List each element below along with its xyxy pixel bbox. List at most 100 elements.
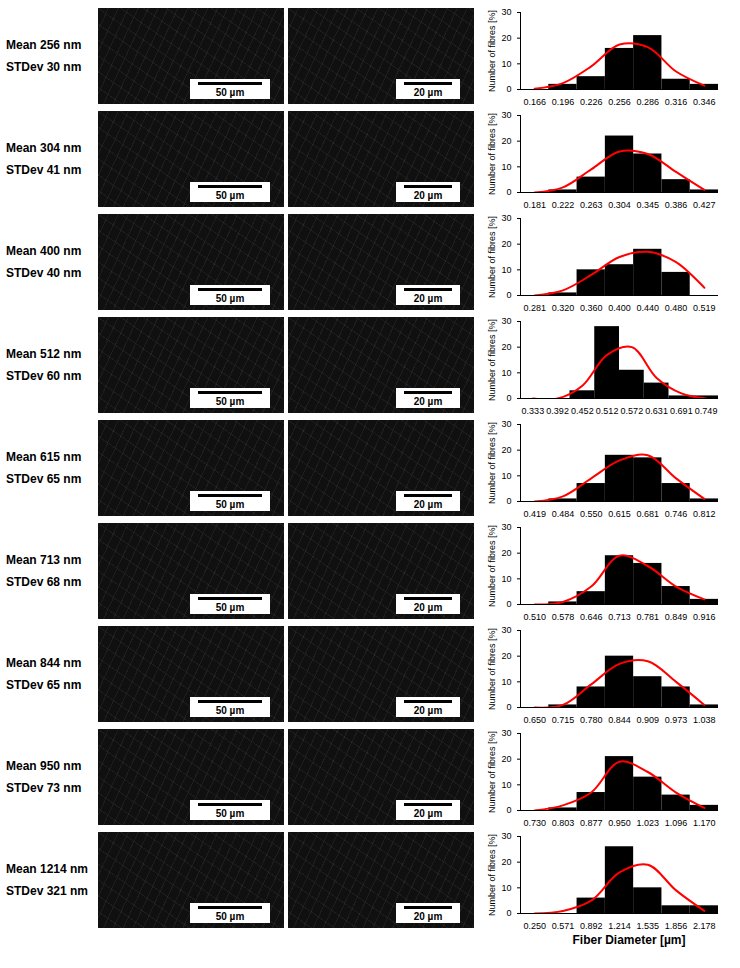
- svg-text:Number of fibres [%]: Number of fibres [%]: [487, 628, 497, 710]
- svg-text:0.646: 0.646: [580, 612, 603, 622]
- svg-text:30: 30: [501, 213, 511, 223]
- svg-text:20: 20: [501, 33, 511, 43]
- svg-text:0.571: 0.571: [552, 921, 575, 931]
- svg-text:0.256: 0.256: [608, 97, 631, 107]
- svg-text:30: 30: [501, 316, 511, 326]
- svg-text:0.631: 0.631: [645, 406, 668, 416]
- svg-text:1.170: 1.170: [693, 818, 716, 828]
- svg-text:0: 0: [506, 805, 511, 815]
- svg-text:0: 0: [506, 702, 511, 712]
- svg-text:0.400: 0.400: [608, 303, 631, 313]
- svg-text:Number of fibres [%]: Number of fibres [%]: [487, 319, 497, 401]
- svg-text:0.281: 0.281: [523, 303, 546, 313]
- svg-text:20: 20: [501, 136, 511, 146]
- svg-text:0.181: 0.181: [523, 200, 546, 210]
- svg-text:20: 20: [501, 651, 511, 661]
- svg-text:0: 0: [506, 187, 511, 197]
- svg-text:0.749: 0.749: [695, 406, 718, 416]
- svg-text:0.781: 0.781: [637, 612, 660, 622]
- svg-text:0.916: 0.916: [693, 612, 716, 622]
- svg-text:0: 0: [506, 908, 511, 918]
- svg-text:0.691: 0.691: [670, 406, 693, 416]
- svg-text:10: 10: [501, 471, 511, 481]
- svg-text:0.250: 0.250: [523, 921, 546, 931]
- svg-text:1.856: 1.856: [665, 921, 688, 931]
- svg-text:Number of fibres [%]: Number of fibres [%]: [487, 834, 497, 916]
- svg-text:0.650: 0.650: [523, 715, 546, 725]
- svg-text:Number of fibres [%]: Number of fibres [%]: [487, 731, 497, 813]
- svg-text:0.427: 0.427: [693, 200, 716, 210]
- svg-text:0.973: 0.973: [665, 715, 688, 725]
- svg-text:0.730: 0.730: [523, 818, 546, 828]
- svg-text:0.316: 0.316: [665, 97, 688, 107]
- svg-text:0.333: 0.333: [522, 406, 545, 416]
- svg-text:0.452: 0.452: [571, 406, 594, 416]
- svg-text:0.484: 0.484: [552, 509, 575, 519]
- svg-text:0.196: 0.196: [552, 97, 575, 107]
- svg-text:0.844: 0.844: [608, 715, 631, 725]
- svg-text:20: 20: [501, 239, 511, 249]
- svg-text:0.892: 0.892: [580, 921, 603, 931]
- svg-text:10: 10: [501, 368, 511, 378]
- svg-text:20: 20: [501, 445, 511, 455]
- svg-text:30: 30: [501, 625, 511, 635]
- svg-text:0.849: 0.849: [665, 612, 688, 622]
- svg-text:10: 10: [501, 677, 511, 687]
- svg-text:0.222: 0.222: [552, 200, 575, 210]
- svg-text:0.346: 0.346: [693, 97, 716, 107]
- svg-text:0.746: 0.746: [665, 509, 688, 519]
- svg-text:0.812: 0.812: [693, 509, 716, 519]
- svg-text:Number of fibres [%]: Number of fibres [%]: [487, 113, 497, 195]
- svg-text:0.572: 0.572: [621, 406, 644, 416]
- svg-text:0.480: 0.480: [665, 303, 688, 313]
- svg-text:1.214: 1.214: [608, 921, 631, 931]
- svg-text:0: 0: [506, 393, 511, 403]
- svg-text:Number of fibres [%]: Number of fibres [%]: [487, 525, 497, 607]
- svg-text:20: 20: [501, 342, 511, 352]
- svg-text:0.950: 0.950: [608, 818, 631, 828]
- svg-text:0.263: 0.263: [580, 200, 603, 210]
- svg-text:1.535: 1.535: [637, 921, 660, 931]
- svg-text:0.803: 0.803: [552, 818, 575, 828]
- svg-text:20: 20: [501, 754, 511, 764]
- svg-text:10: 10: [501, 883, 511, 893]
- svg-text:20: 20: [501, 857, 511, 867]
- svg-text:0.320: 0.320: [552, 303, 575, 313]
- svg-text:10: 10: [501, 162, 511, 172]
- svg-text:30: 30: [501, 7, 511, 17]
- svg-text:0.780: 0.780: [580, 715, 603, 725]
- svg-text:10: 10: [501, 59, 511, 69]
- svg-text:20: 20: [501, 548, 511, 558]
- svg-text:0: 0: [506, 599, 511, 609]
- svg-text:0.304: 0.304: [608, 200, 631, 210]
- svg-text:0.681: 0.681: [637, 509, 660, 519]
- svg-text:10: 10: [501, 265, 511, 275]
- svg-text:0.286: 0.286: [637, 97, 660, 107]
- svg-text:0.550: 0.550: [580, 509, 603, 519]
- svg-text:0.166: 0.166: [523, 97, 546, 107]
- svg-text:10: 10: [501, 574, 511, 584]
- svg-text:1.096: 1.096: [665, 818, 688, 828]
- svg-text:0: 0: [506, 496, 511, 506]
- svg-text:0.419: 0.419: [523, 509, 546, 519]
- svg-text:0.519: 0.519: [693, 303, 716, 313]
- svg-text:0.909: 0.909: [637, 715, 660, 725]
- svg-text:0: 0: [506, 84, 511, 94]
- svg-text:0.226: 0.226: [580, 97, 603, 107]
- svg-text:30: 30: [501, 831, 511, 841]
- svg-text:0.360: 0.360: [580, 303, 603, 313]
- svg-text:1.038: 1.038: [693, 715, 716, 725]
- svg-text:0.512: 0.512: [596, 406, 619, 416]
- svg-text:Number of fibres [%]: Number of fibres [%]: [487, 422, 497, 504]
- svg-text:0.877: 0.877: [580, 818, 603, 828]
- svg-text:0.615: 0.615: [608, 509, 631, 519]
- svg-text:30: 30: [501, 419, 511, 429]
- svg-text:30: 30: [501, 522, 511, 532]
- svg-text:0.392: 0.392: [546, 406, 569, 416]
- svg-text:0.386: 0.386: [665, 200, 688, 210]
- svg-text:0.578: 0.578: [552, 612, 575, 622]
- svg-text:30: 30: [501, 728, 511, 738]
- svg-text:Number of fibres [%]: Number of fibres [%]: [487, 10, 497, 92]
- svg-text:0.713: 0.713: [608, 612, 631, 622]
- svg-text:0: 0: [506, 290, 511, 300]
